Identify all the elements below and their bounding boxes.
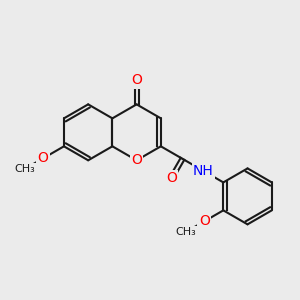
Text: NH: NH (193, 164, 214, 178)
Text: O: O (131, 73, 142, 87)
Text: O: O (199, 214, 210, 228)
Text: O: O (166, 171, 177, 185)
Text: CH₃: CH₃ (14, 164, 35, 174)
Text: CH₃: CH₃ (176, 227, 196, 237)
Text: O: O (38, 152, 49, 165)
Text: O: O (131, 153, 142, 167)
